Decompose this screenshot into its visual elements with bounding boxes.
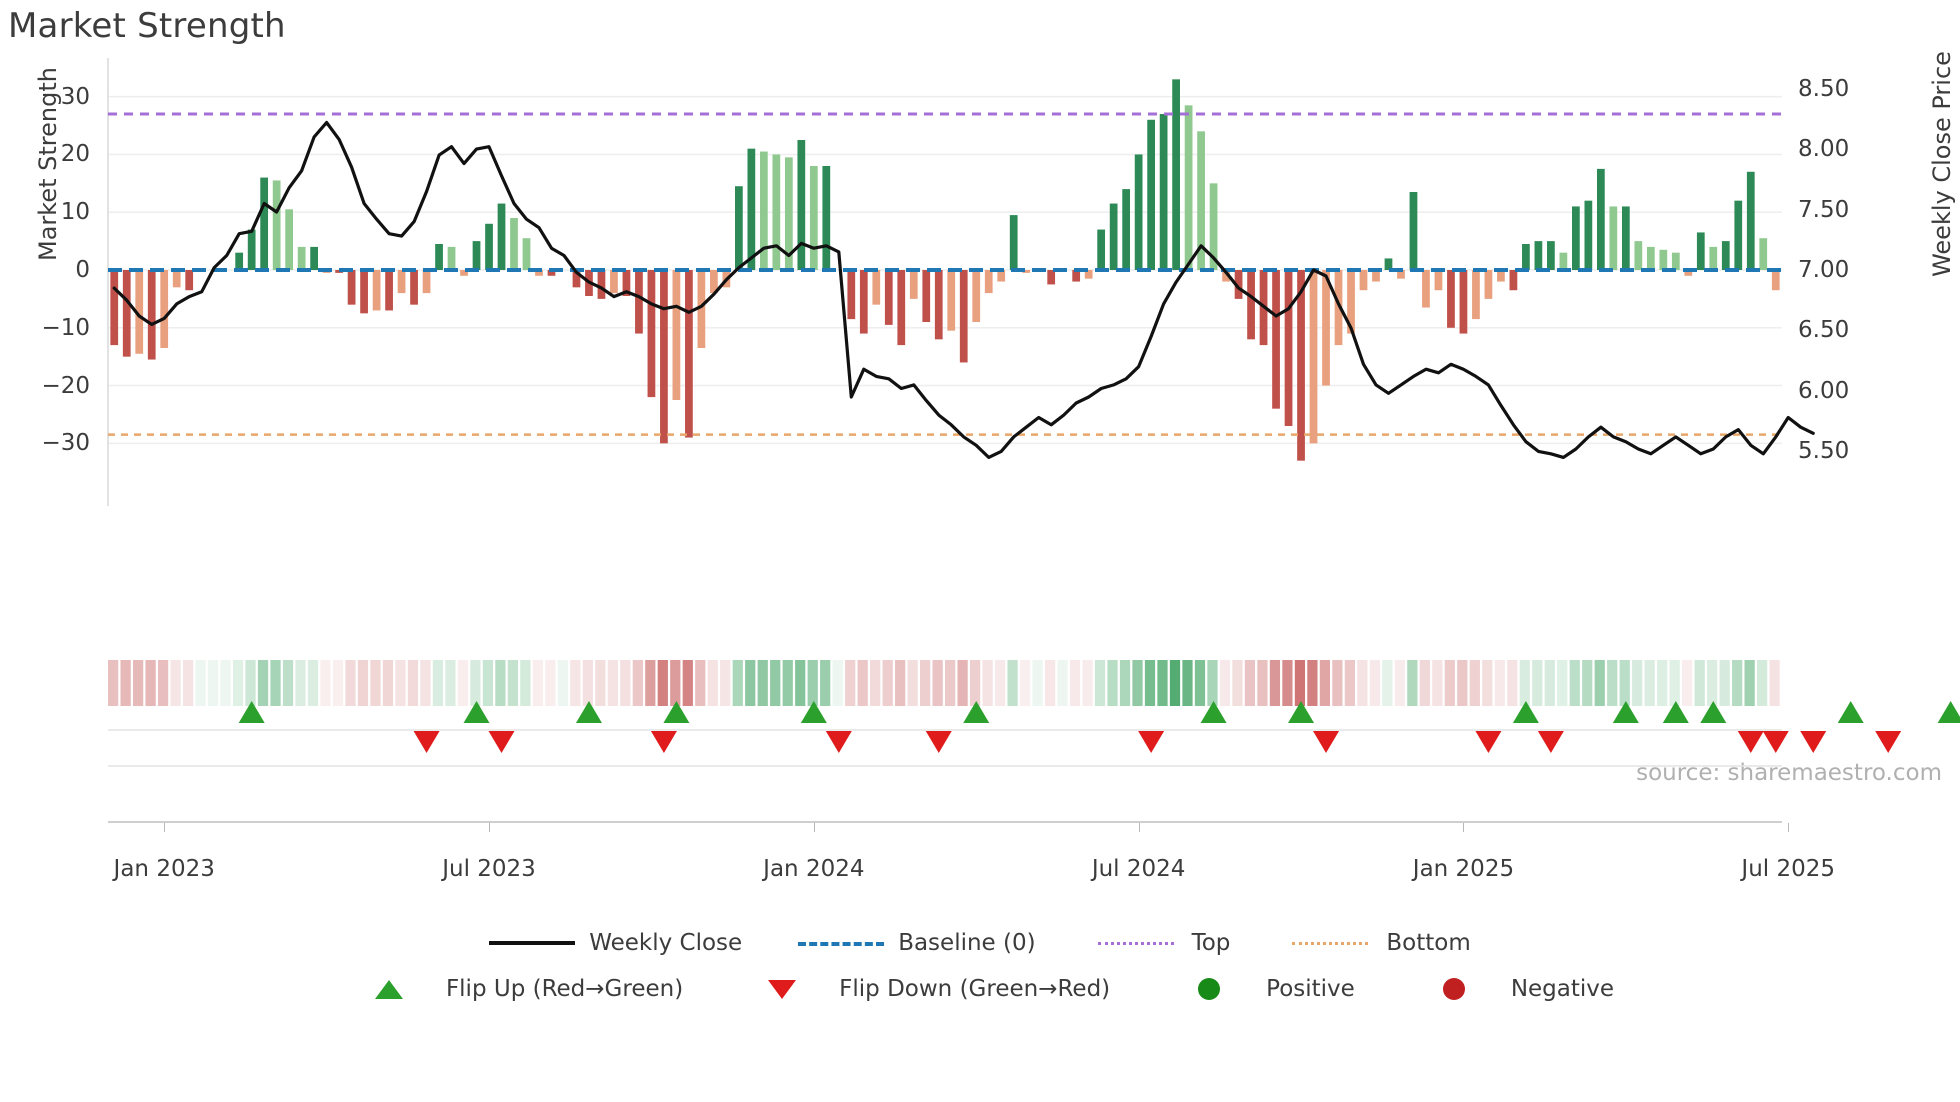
y-tick-left: −10 xyxy=(41,314,90,341)
x-tick-mark xyxy=(489,823,491,832)
dotted-line-top-icon xyxy=(1092,932,1178,954)
flip-up-marker xyxy=(963,700,990,724)
flip-up-marker xyxy=(1612,700,1639,724)
flip-up-marker xyxy=(1662,700,1689,724)
red-circle-icon xyxy=(1411,978,1497,1000)
flip-down-marker xyxy=(1537,730,1564,754)
flip-down-marker xyxy=(925,730,952,754)
legend-label: Weekly Close xyxy=(589,930,743,956)
legend-row-1: Weekly Close Baseline (0) Top Bottom xyxy=(0,920,1960,966)
flip-up-marker xyxy=(463,700,490,724)
legend-item-negative[interactable]: Negative xyxy=(1411,976,1614,1002)
y-tick-right: 6.50 xyxy=(1798,317,1850,344)
source-attribution: source: sharemaestro.com xyxy=(1636,760,1942,786)
flip-up-marker xyxy=(1512,700,1539,724)
flip-up-marker xyxy=(1200,700,1227,724)
flip-down-marker xyxy=(1800,730,1827,754)
flip-down-marker xyxy=(825,730,852,754)
y-tick-left: −30 xyxy=(41,430,90,457)
y-tick-left: 20 xyxy=(60,141,90,168)
flip-down-marker xyxy=(488,730,515,754)
flip-down-marker xyxy=(650,730,677,754)
x-tick-label: Jul 2025 xyxy=(1741,856,1836,882)
legend-label: Baseline (0) xyxy=(898,930,1036,956)
green-circle-icon xyxy=(1166,978,1252,1000)
legend-row-2: Flip Up (Red→Green) Flip Down (Green→Red… xyxy=(0,966,1960,1012)
flip-up-marker xyxy=(1937,700,1960,724)
plot-area xyxy=(107,58,1960,823)
flip-down-marker xyxy=(1313,730,1340,754)
x-tick-label: Jul 2024 xyxy=(1091,856,1186,882)
y-tick-right: 6.00 xyxy=(1798,377,1850,404)
x-tick-mark xyxy=(1463,823,1465,832)
y-tick-left: 30 xyxy=(60,83,90,110)
flip-up-marker xyxy=(1837,700,1864,724)
flip-up-marker xyxy=(663,700,690,724)
y-tick-right: 5.50 xyxy=(1798,438,1850,465)
legend-label: Top xyxy=(1191,930,1231,956)
flip-up-marker xyxy=(238,700,265,724)
x-tick-mark xyxy=(1138,823,1140,832)
triangle-up-icon xyxy=(346,978,432,1000)
flip-up-marker xyxy=(1700,700,1727,724)
y-tick-right: 7.00 xyxy=(1798,257,1850,283)
flip-up-marker xyxy=(575,700,602,724)
legend-label: Flip Up (Red→Green) xyxy=(445,976,684,1002)
flip-down-marker xyxy=(1138,730,1165,754)
flip-down-marker xyxy=(1737,730,1764,754)
legend-item-baseline[interactable]: Baseline (0) xyxy=(798,930,1036,956)
y-tick-left: −20 xyxy=(41,372,90,399)
legend-label: Negative xyxy=(1510,976,1615,1002)
dotted-line-bottom-icon xyxy=(1286,932,1372,954)
page-title: Market Strength xyxy=(8,6,286,46)
flip-down-marker xyxy=(413,730,440,754)
y-tick-right: 8.00 xyxy=(1798,136,1850,163)
y-tick-right: 7.50 xyxy=(1798,196,1850,223)
x-tick-mark xyxy=(1788,823,1790,832)
x-tick-label: Jul 2023 xyxy=(442,856,536,882)
x-tick-mark xyxy=(164,823,166,832)
flip-down-marker xyxy=(1475,730,1502,754)
solid-line-icon xyxy=(489,932,576,954)
flip-down-marker xyxy=(1875,730,1902,754)
flip-up-marker xyxy=(800,700,827,724)
dashed-line-icon xyxy=(798,932,885,954)
legend-item-top[interactable]: Top xyxy=(1092,930,1231,956)
y-tick-right: 8.50 xyxy=(1798,75,1850,102)
triangle-down-icon xyxy=(739,978,825,1000)
y-tick-left: 10 xyxy=(60,199,90,226)
x-tick-label: Jan 2025 xyxy=(1412,856,1515,882)
legend-item-flip-up[interactable]: Flip Up (Red→Green) xyxy=(346,976,683,1002)
x-tick-label: Jan 2024 xyxy=(763,856,865,882)
x-tick-mark xyxy=(813,823,815,832)
flip-down-marker xyxy=(1762,730,1789,754)
legend-label: Bottom xyxy=(1386,930,1471,956)
legend-item-weekly-close[interactable]: Weekly Close xyxy=(489,930,742,956)
chart-legend: Weekly Close Baseline (0) Top Bottom Fli… xyxy=(0,920,1960,1012)
flip-up-marker xyxy=(1288,700,1315,724)
legend-item-positive[interactable]: Positive xyxy=(1166,976,1355,1002)
legend-item-bottom[interactable]: Bottom xyxy=(1286,930,1471,956)
y-tick-left: 0 xyxy=(75,257,90,283)
legend-label: Positive xyxy=(1266,976,1355,1002)
legend-label: Flip Down (Green→Red) xyxy=(839,976,1111,1002)
legend-item-flip-down[interactable]: Flip Down (Green→Red) xyxy=(739,976,1110,1002)
x-tick-label: Jan 2023 xyxy=(113,856,215,882)
